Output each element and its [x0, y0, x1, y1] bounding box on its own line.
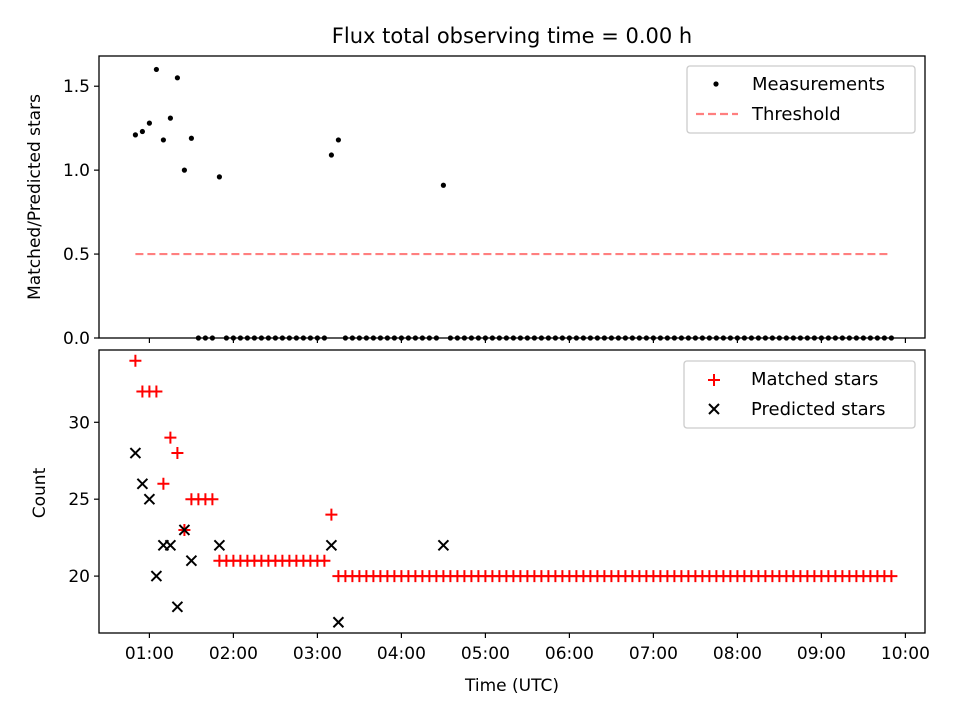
matched-stars-point — [171, 447, 184, 460]
measurement-point — [132, 132, 138, 138]
bottom-legend: Matched stars Predicted stars — [683, 360, 916, 429]
legend-predicted-label: Predicted stars — [751, 399, 885, 420]
predicted-stars-point — [178, 524, 191, 536]
top-legend: Measurements Threshold — [686, 65, 916, 134]
predicted-stars-point — [129, 447, 142, 459]
x-tick-label: 09:00 — [797, 644, 846, 664]
count-data-layer — [129, 354, 898, 628]
x-tick-label: 05:00 — [461, 644, 510, 664]
ratio-panel: Flux total observing time = 0.00 h Match… — [25, 24, 926, 349]
legend-measurements-label: Measurements — [752, 74, 885, 95]
y-tick-label: 25 — [68, 490, 90, 510]
predicted-stars-point — [143, 493, 156, 505]
measurement-point — [139, 128, 145, 135]
matched-stars-point — [318, 554, 331, 567]
y-tick-label: 1.0 — [63, 161, 90, 181]
x-tick-label: 03:00 — [293, 644, 342, 664]
top-y-axis-label: Matched/Predicted stars — [25, 94, 45, 300]
measurement-point — [216, 174, 222, 180]
matched-stars-point — [157, 477, 170, 490]
matched-stars-point — [325, 508, 338, 521]
y-tick-label: 20 — [68, 567, 90, 587]
legend-measurements-marker — [713, 81, 719, 87]
x-tick-label: 04:00 — [377, 644, 426, 664]
x-tick-label: 02:00 — [209, 644, 258, 664]
legend-matched-label: Matched stars — [751, 369, 878, 390]
predicted-stars-point — [171, 601, 184, 613]
bottom-legend-box — [683, 360, 916, 429]
measurement-point — [181, 167, 187, 173]
predicted-stars-point — [164, 539, 177, 552]
legend-threshold-label: Threshold — [751, 104, 841, 125]
y-tick-label: 1.5 — [63, 77, 90, 97]
chart-title: Flux total observing time = 0.00 h — [332, 24, 692, 48]
matched-stars-point — [206, 493, 219, 506]
measurement-point — [335, 137, 341, 143]
measurement-point — [167, 115, 173, 121]
measurement-point — [160, 137, 166, 143]
measurement-point — [153, 66, 159, 73]
x-tick-label: 08:00 — [713, 644, 762, 664]
top-x-ticks — [148, 338, 907, 343]
matched-stars-point — [885, 570, 898, 583]
x-tick-label: 10:00 — [881, 644, 930, 664]
y-tick-label: 30 — [68, 413, 90, 433]
measurement-point — [146, 120, 152, 126]
x-tick-label: 01:00 — [125, 644, 174, 664]
bottom-y-axis-label: Count — [30, 467, 50, 518]
predicted-stars-point — [150, 570, 163, 582]
predicted-stars-point — [325, 539, 338, 552]
bottom-y-ticks: 20 25 30 — [68, 413, 99, 587]
measurement-point — [440, 182, 446, 188]
matched-stars-point — [150, 385, 163, 398]
top-plot-frame — [98, 55, 926, 339]
matched-stars-point — [164, 431, 177, 444]
x-tick-label: 06:00 — [545, 644, 594, 664]
bottom-x-ticks: 01:00 02:00 03:00 04:00 05:00 06:00 07:00 08:00… — [125, 633, 930, 664]
top-legend-box — [686, 65, 916, 134]
y-tick-label: 0.0 — [63, 329, 90, 349]
legend-matched-marker — [708, 374, 720, 386]
bottom-plot-frame — [98, 349, 926, 634]
predicted-stars-point — [185, 555, 198, 567]
predicted-stars-point — [332, 616, 345, 628]
legend-predicted-marker — [708, 403, 720, 415]
matched-stars-point — [129, 354, 142, 367]
measurement-point — [328, 152, 334, 158]
x-tick-label: 07:00 — [629, 644, 678, 664]
predicted-stars-point — [136, 478, 149, 490]
measurement-point — [188, 135, 194, 141]
predicted-stars-point — [437, 539, 450, 552]
predicted-stars-point — [213, 539, 226, 552]
y-tick-label: 0.5 — [63, 245, 90, 265]
x-axis-label: Time (UTC) — [464, 676, 559, 696]
top-y-ticks: 0.0 0.5 1.0 1.5 — [63, 77, 99, 349]
measurement-point — [174, 75, 180, 81]
